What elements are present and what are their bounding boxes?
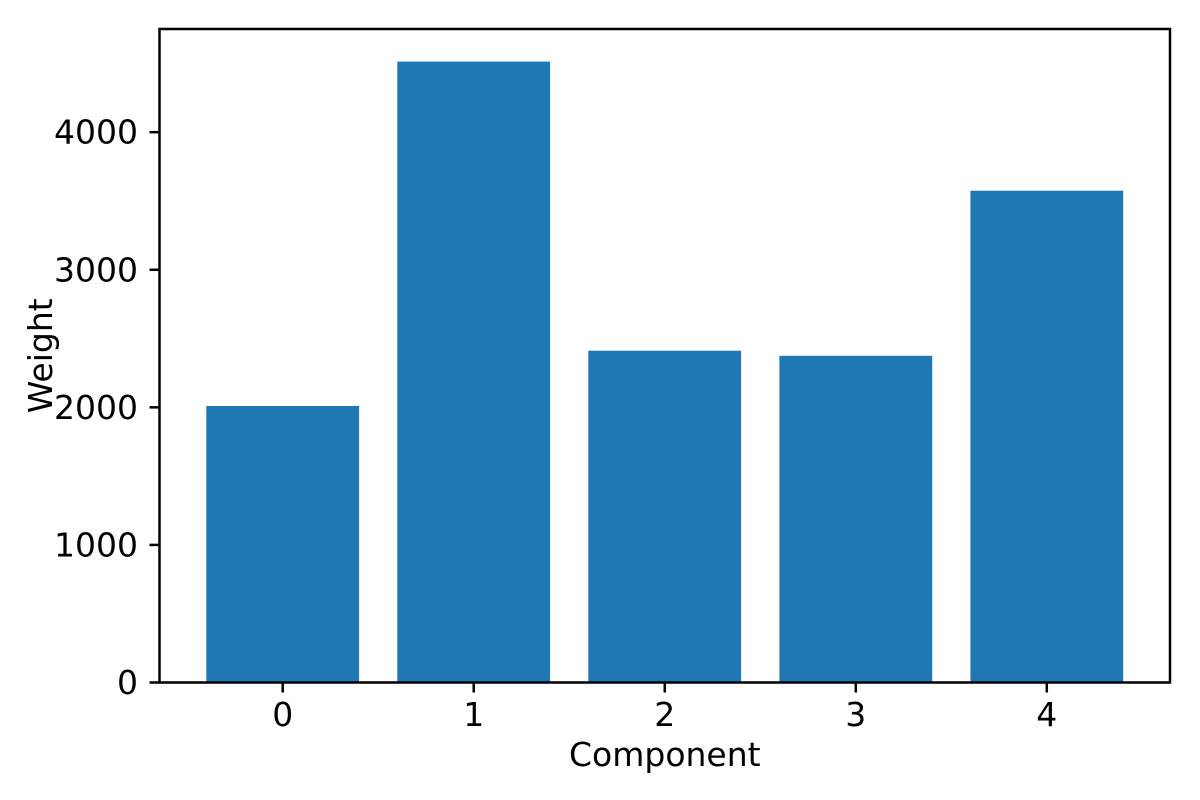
x-tick-label: 2 [654,695,675,734]
x-tick-label: 3 [845,695,866,734]
x-tick-label: 0 [272,695,293,734]
bar-component-2 [588,350,742,683]
bar-component-1 [397,61,551,683]
y-tick-label: 0 [117,663,138,702]
x-tick-label: 1 [463,695,484,734]
x-axis-label: Component [569,735,761,774]
y-axis-label: Weight [21,298,60,413]
y-tick-label: 2000 [54,388,138,427]
bars-group [206,61,1124,683]
y-tick-label: 1000 [54,525,138,564]
x-axis-ticks: 0 1 2 3 4 [272,682,1057,734]
x-tick-label: 4 [1036,695,1057,734]
bar-component-0 [206,406,360,683]
y-tick-label: 4000 [54,113,138,152]
y-tick-label: 3000 [54,250,138,289]
bar-component-4 [970,190,1124,683]
axes-frame [158,27,1172,684]
y-axis-ticks: 0 1000 2000 3000 4000 [54,113,160,702]
bar-component-3 [779,355,933,683]
